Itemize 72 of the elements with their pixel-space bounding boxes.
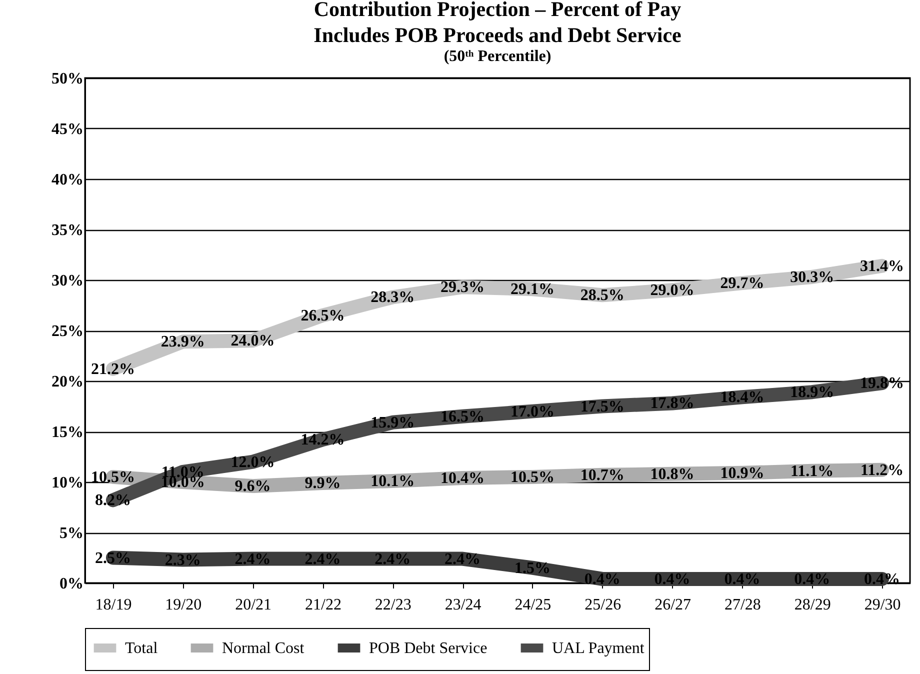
y-tick-label: 15%: [52, 424, 84, 441]
data-label: 10.7%: [580, 466, 624, 484]
data-label: 11.2%: [860, 462, 904, 479]
x-tick-label: 22/23: [374, 596, 412, 614]
x-tick-label: 27/28: [724, 596, 761, 614]
data-label: 18.4%: [720, 389, 764, 406]
x-tick-label: 20/21: [235, 596, 272, 614]
data-label: 0.4%: [794, 570, 830, 588]
text: Includes POB Proceeds and Debt Service: [314, 23, 682, 47]
x-tick-label: 24/25: [514, 596, 552, 614]
data-label: 10.5%: [90, 468, 135, 486]
data-label: 12.0%: [230, 454, 275, 471]
y-tick-label: 25%: [52, 323, 84, 340]
y-tick-label: 50%: [52, 70, 84, 88]
data-label: 10.8%: [650, 466, 694, 483]
data-label: 9.6%: [234, 478, 271, 496]
data-label: 28.5%: [580, 287, 624, 304]
legend-label: UAL Payment: [552, 640, 645, 657]
data-label: 23.9%: [160, 334, 205, 351]
data-label: 17.8%: [650, 395, 694, 412]
x-tick-label: 21/22: [304, 596, 342, 614]
x-tick-label: 19/20: [165, 596, 202, 614]
data-label: 2.3%: [164, 552, 201, 569]
data-label: 28.3%: [370, 289, 415, 306]
y-tick-label: 10%: [52, 474, 84, 492]
data-label: 26.5%: [300, 307, 345, 324]
data-label: 2.4%: [374, 550, 411, 568]
data-label: 15.9%: [370, 414, 415, 432]
text: Contribution Projection – Percent of Pay: [314, 0, 682, 21]
data-label: 14.2%: [300, 432, 345, 449]
data-label: 0.4%: [724, 570, 760, 588]
y-tick-label: 30%: [52, 272, 84, 290]
x-tick-label: 25/26: [584, 596, 622, 614]
data-label: 29.1%: [510, 281, 554, 298]
data-label: 2.4%: [444, 550, 481, 568]
y-tick-label: 5%: [60, 525, 84, 542]
data-label: 29.7%: [720, 275, 764, 292]
x-tick-label: 29/30: [864, 596, 901, 614]
data-label: 17.5%: [580, 398, 624, 416]
data-label: 29.3%: [440, 279, 485, 296]
y-tick-label: 0%: [60, 576, 84, 592]
legend-label: Total: [125, 640, 158, 657]
x-tick-label: 18/19: [95, 596, 132, 614]
data-label: 16.5%: [440, 408, 485, 426]
data-label: 21.2%: [90, 360, 135, 378]
data-label: 10.1%: [370, 472, 415, 490]
y-tick-label: 35%: [52, 222, 84, 239]
data-label: 2.4%: [304, 550, 341, 568]
data-label: 30.3%: [790, 268, 834, 286]
x-tick-label: 23/24: [444, 596, 482, 614]
data-label: 31.4%: [860, 258, 904, 275]
chart-subtitle: (50ᵗʰ Percentile): [444, 48, 552, 65]
data-label: 24.0%: [230, 332, 275, 350]
legend-label: Normal Cost: [222, 640, 305, 657]
y-tick-label: 20%: [52, 374, 84, 390]
y-tick-label: 45%: [52, 121, 84, 138]
data-label: 0.4%: [584, 570, 620, 588]
data-label: 0.4%: [654, 570, 690, 588]
x-tick-label: 28/29: [794, 596, 831, 614]
data-label: 11.1%: [790, 462, 834, 480]
data-label: 1.5%: [514, 560, 550, 577]
data-label: 18.9%: [790, 384, 834, 402]
data-label: 10.4%: [440, 470, 485, 487]
data-label: 29.0%: [650, 282, 694, 300]
data-label: 9.9%: [304, 475, 341, 492]
legend-label: POB Debt Service: [369, 640, 488, 657]
data-label: 17.0%: [510, 403, 554, 420]
data-label: 2.4%: [234, 550, 271, 568]
y-tick-label: 40%: [52, 172, 84, 188]
x-tick-label: 26/27: [654, 596, 692, 614]
data-label: 10.5%: [510, 468, 554, 486]
data-label: 10.9%: [720, 464, 764, 482]
